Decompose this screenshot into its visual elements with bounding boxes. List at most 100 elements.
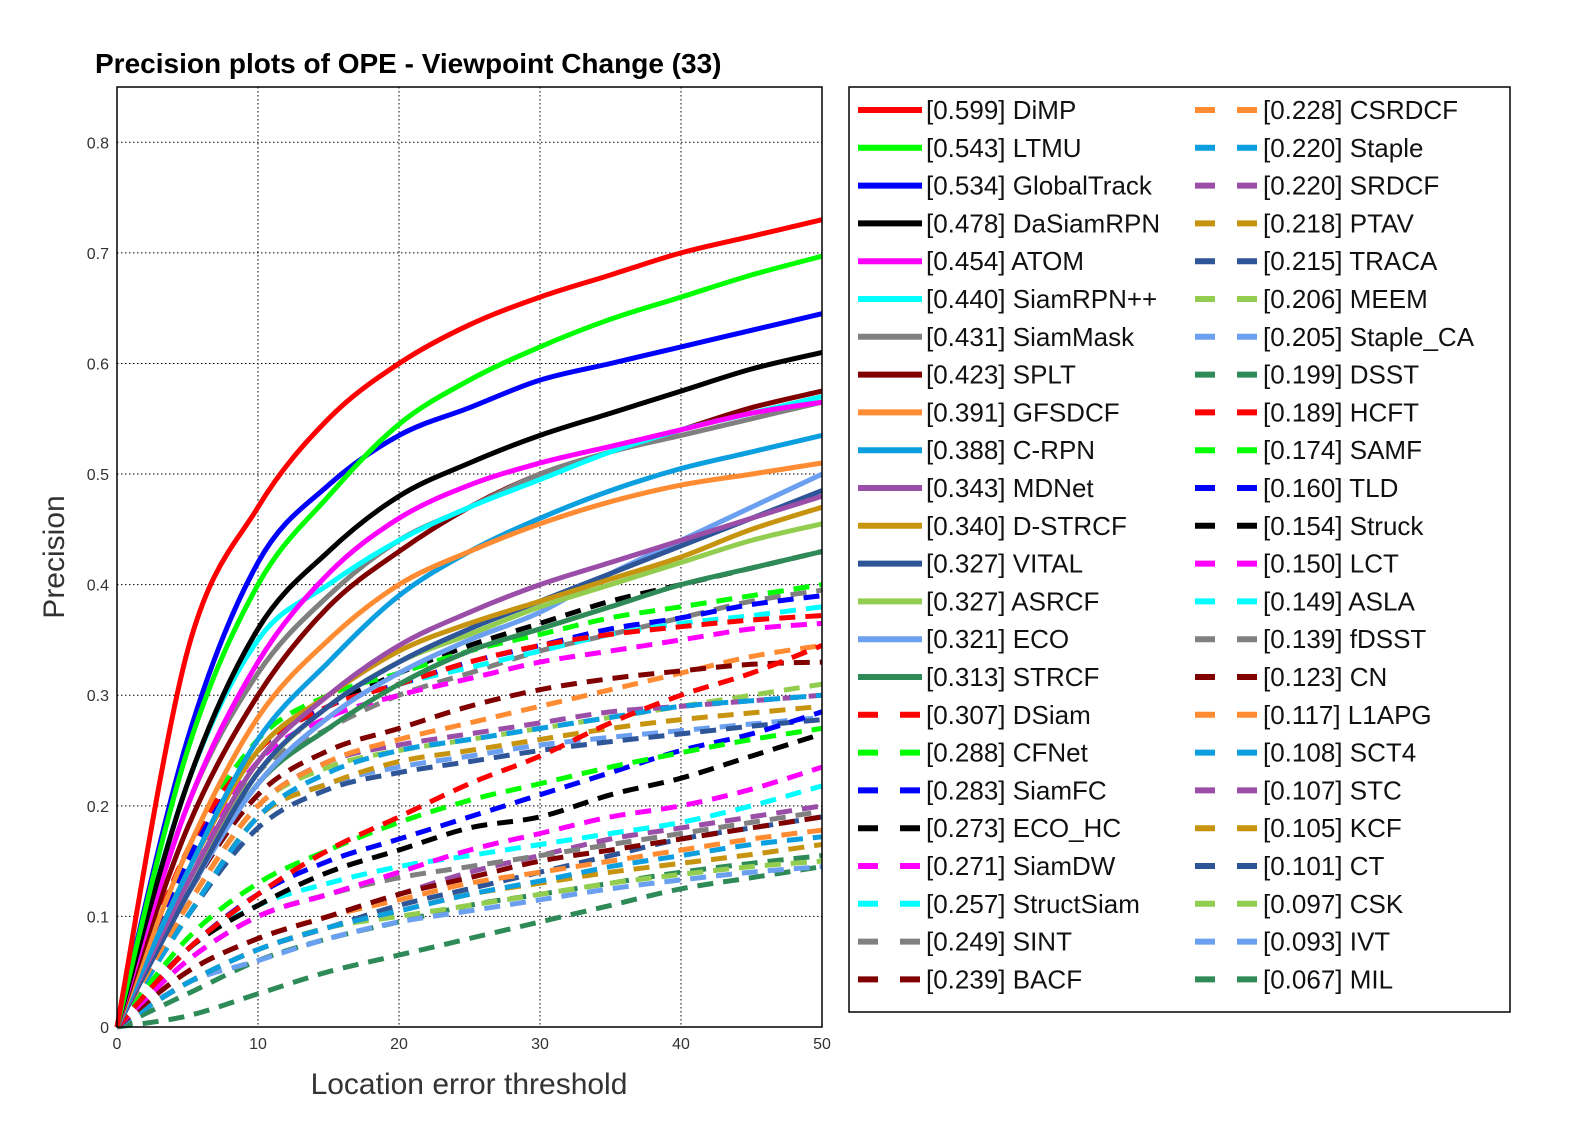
legend-label: [0.257] StructSiam <box>926 889 1140 919</box>
legend-item-staple-ca: [0.205] Staple_CA <box>1195 322 1475 352</box>
plot-frame <box>116 86 823 1028</box>
legend-item-siamdw: [0.271] SiamDW <box>858 851 1116 881</box>
series-line-globaltrack <box>114 311 823 1028</box>
legend-item-struck: [0.154] Struck <box>1195 511 1424 541</box>
legend-item-dsiam: [0.307] DSiam <box>858 700 1091 730</box>
series-line-samf <box>114 582 823 1028</box>
legend-label: [0.239] BACF <box>926 964 1082 994</box>
legend-label: [0.205] Staple_CA <box>1263 322 1475 352</box>
series-line-mil <box>116 864 823 1030</box>
series-line-fdsst <box>114 587 823 1029</box>
legend-item-srdcf: [0.220] SRDCF <box>1195 171 1439 201</box>
legend-label: [0.534] GlobalTrack <box>926 171 1153 201</box>
legend-item-kcf: [0.105] KCF <box>1195 813 1402 843</box>
legend-item-csrdcf: [0.228] CSRDCF <box>1195 95 1458 125</box>
legend-label: [0.105] KCF <box>1263 813 1402 843</box>
legend-item-splt: [0.423] SPLT <box>858 360 1076 390</box>
legend-item-siamfc: [0.283] SiamFC <box>858 775 1107 805</box>
legend-label: [0.478] DaSiamRPN <box>926 208 1160 238</box>
legend-label: [0.288] CFNet <box>926 738 1089 768</box>
legend-item-gfsdcf: [0.391] GFSDCF <box>858 397 1120 427</box>
legend-item-globaltrack: [0.534] GlobalTrack <box>858 171 1153 201</box>
legend-label: [0.160] TLD <box>1263 473 1398 503</box>
legend-label: [0.206] MEEM <box>1263 284 1428 314</box>
legend-label: [0.388] C-RPN <box>926 435 1095 465</box>
legend-item-mdnet: [0.343] MDNet <box>858 473 1094 503</box>
series-layer <box>114 217 824 1030</box>
legend-label: [0.423] SPLT <box>926 360 1076 390</box>
legend-item-atom: [0.454] ATOM <box>858 246 1084 276</box>
legend-label: [0.327] ASRCF <box>926 586 1099 616</box>
legend-item-stc: [0.107] STC <box>1195 775 1402 805</box>
legend-item-strcf: [0.313] STRCF <box>858 662 1099 692</box>
legend-label: [0.321] ECO <box>926 624 1069 654</box>
legend-box <box>848 86 1511 1013</box>
legend-label: [0.313] STRCF <box>926 662 1099 692</box>
legend-item-eco: [0.321] ECO <box>858 624 1069 654</box>
legend-item-asrcf: [0.327] ASRCF <box>858 586 1099 616</box>
series-line-sct4 <box>114 692 823 1029</box>
legend-label: [0.097] CSK <box>1263 889 1404 919</box>
legend-label: [0.431] SiamMask <box>926 322 1135 352</box>
series-line-dimp <box>114 217 823 1028</box>
series-line-hcft <box>114 613 823 1028</box>
legend-item-samf: [0.174] SAMF <box>1195 435 1422 465</box>
legend-item-cn: [0.123] CN <box>1195 662 1387 692</box>
legend-label: [0.149] ASLA <box>1263 586 1415 616</box>
series-line-staple-ca <box>115 864 823 1030</box>
legend-item-structsiam: [0.257] StructSiam <box>858 889 1140 919</box>
legend-label: [0.101] CT <box>1263 851 1385 881</box>
legend-label: [0.117] L1APG <box>1263 700 1432 730</box>
legend-item-tld: [0.160] TLD <box>1195 473 1398 503</box>
legend-label: [0.107] STC <box>1263 775 1402 805</box>
x-tick-label: 10 <box>249 1036 267 1053</box>
legend-label: [0.228] CSRDCF <box>1263 95 1458 125</box>
y-tick-label: 0.8 <box>87 135 109 152</box>
legend-label: [0.154] Struck <box>1263 511 1424 541</box>
legend-label: [0.174] SAMF <box>1263 435 1422 465</box>
legend-label: [0.067] MIL <box>1263 964 1393 994</box>
legend-item-siamrpn-: [0.440] SiamRPN++ <box>858 284 1157 314</box>
legend-item-vital: [0.327] VITAL <box>858 549 1083 579</box>
legend-label: [0.108] SCT4 <box>1263 738 1416 768</box>
series-line-staple <box>115 834 823 1030</box>
y-tick-label: 0.7 <box>87 246 109 263</box>
y-axis-label: Precision <box>38 495 71 618</box>
axis-ticks: 0 10 20 30 40 50 0 0.1 0.2 0.3 0.4 0.5 0.6 0.7 0.8 <box>87 135 831 1053</box>
legend-item-staple: [0.220] Staple <box>1195 133 1423 163</box>
legend-item-traca: [0.215] TRACA <box>1195 246 1438 276</box>
series-line-ltmu <box>114 253 823 1028</box>
legend-item-csk: [0.097] CSK <box>1195 889 1404 919</box>
legend-label: [0.307] DSiam <box>926 700 1091 730</box>
series-line-siamdw <box>115 764 823 1029</box>
legend-item-meem: [0.206] MEEM <box>1195 284 1428 314</box>
y-tick-label: 0.1 <box>87 909 109 926</box>
x-tick-label: 0 <box>113 1036 122 1053</box>
legend-item-dimp: [0.599] DiMP <box>858 95 1076 125</box>
y-tick-label: 0.2 <box>87 799 109 816</box>
x-tick-label: 30 <box>531 1036 549 1053</box>
legend-label: [0.283] SiamFC <box>926 775 1107 805</box>
legend-label: [0.218] PTAV <box>1263 208 1414 238</box>
legend-label: [0.215] TRACA <box>1263 246 1438 276</box>
legend-label: [0.440] SiamRPN++ <box>926 284 1157 314</box>
legend-item-bacf: [0.239] BACF <box>858 964 1082 994</box>
legend-item-ptav: [0.218] PTAV <box>1195 208 1414 238</box>
series-line-siamfc <box>115 709 823 1029</box>
series-line-c-rpn <box>114 432 823 1029</box>
series-line-dasiamrpn <box>114 349 823 1028</box>
legend-item-d-strcf: [0.340] D-STRCF <box>858 511 1127 541</box>
legend: [0.599] DiMP [0.543] LTMU [0.534] GlobalTr… <box>858 95 1475 994</box>
series-line-atom <box>114 399 823 1028</box>
series-line-bacf <box>115 814 823 1029</box>
legend-label: [0.543] LTMU <box>926 133 1082 163</box>
y-tick-label: 0.6 <box>87 356 109 373</box>
y-tick-label: 0.3 <box>87 688 109 705</box>
legend-label: [0.123] CN <box>1263 662 1387 692</box>
series-line-structsiam <box>115 783 823 1029</box>
legend-label: [0.454] ATOM <box>926 246 1084 276</box>
legend-item-l1apg: [0.117] L1APG <box>1195 700 1432 730</box>
legend-item-sint: [0.249] SINT <box>858 927 1072 957</box>
legend-label: [0.139] fDSST <box>1263 624 1426 654</box>
